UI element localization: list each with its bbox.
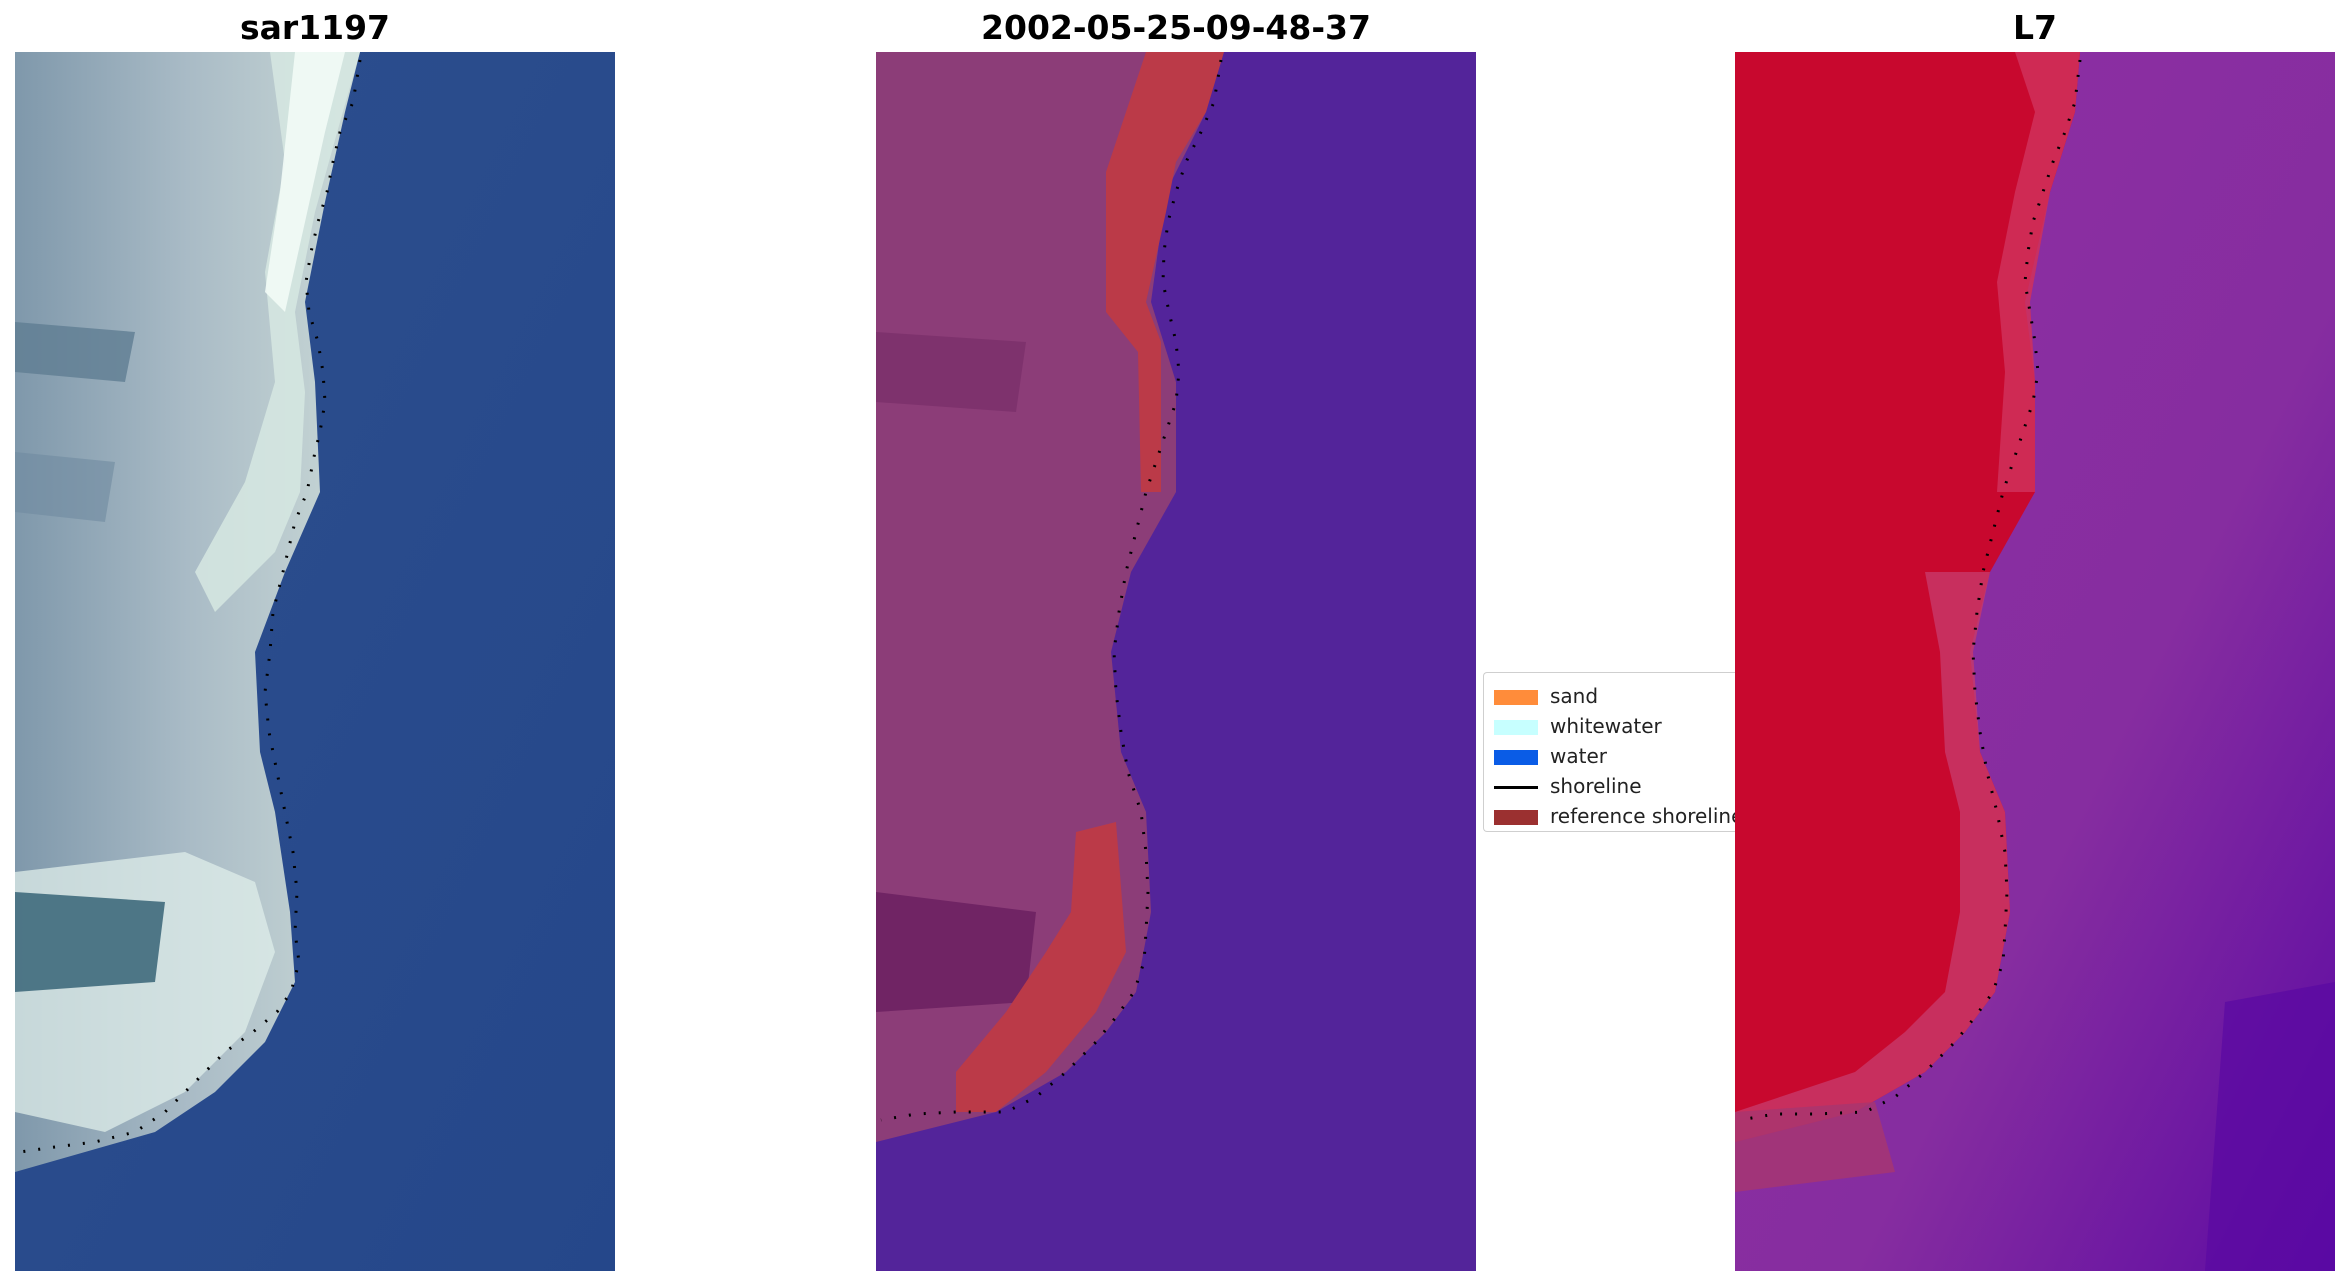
rgb-image (15, 52, 615, 1271)
ndwi-transition-bottom (1735, 572, 2010, 1142)
legend-item-whitewater: whitewater (1484, 711, 1736, 741)
class-sand-bottom (956, 822, 1126, 1112)
rgb-dark-land-patch (15, 892, 165, 992)
class-shoreline (880, 59, 1223, 1122)
classification-panel (876, 52, 1476, 1271)
ndwi-image (1735, 52, 2335, 1271)
rgb-dark-land-patch-3 (15, 452, 115, 522)
class-dark-land (876, 332, 1026, 412)
legend-swatch-whitewater (1494, 720, 1538, 735)
class-dark-land-2 (876, 892, 1036, 1012)
rgb-dark-land-patch-2 (15, 322, 135, 382)
legend-label-water: water (1550, 744, 1607, 768)
legend-label-reference-shoreline: reference shoreline (1550, 804, 1736, 828)
panel-title-rgb: sar1197 (239, 8, 391, 47)
panel-title-ndwi: L7 (2013, 8, 2057, 47)
legend-item-water: water (1484, 741, 1736, 771)
ndwi-panel (1735, 52, 2335, 1271)
rgb-whitewater-top (265, 52, 345, 312)
ndwi-transition-top (1997, 52, 2080, 492)
legend-line-shoreline (1494, 786, 1538, 789)
class-sand-top (1106, 52, 1224, 492)
panel-title-classification: 2002-05-25-09-48-37 (981, 8, 1371, 47)
classification-image (876, 52, 1476, 1271)
rgb-image-panel (15, 52, 615, 1271)
legend-swatch-sand (1494, 690, 1538, 705)
legend-item-sand: sand (1484, 681, 1736, 711)
legend-swatch-water (1494, 750, 1538, 765)
legend-item-shoreline: shoreline (1484, 771, 1736, 801)
legend-label-whitewater: whitewater (1550, 714, 1662, 738)
legend-label-sand: sand (1550, 684, 1599, 708)
legend-swatch-reference-shoreline (1494, 810, 1538, 825)
rgb-bright-strip (195, 52, 360, 612)
legend: sand whitewater water shoreline referenc… (1483, 672, 1736, 832)
ndwi-deep-water (2205, 982, 2335, 1271)
legend-label-shoreline: shoreline (1550, 774, 1642, 798)
legend-item-reference-shoreline: reference shoreline (1484, 801, 1736, 831)
ndwi-transition-corner (1735, 1102, 1895, 1192)
